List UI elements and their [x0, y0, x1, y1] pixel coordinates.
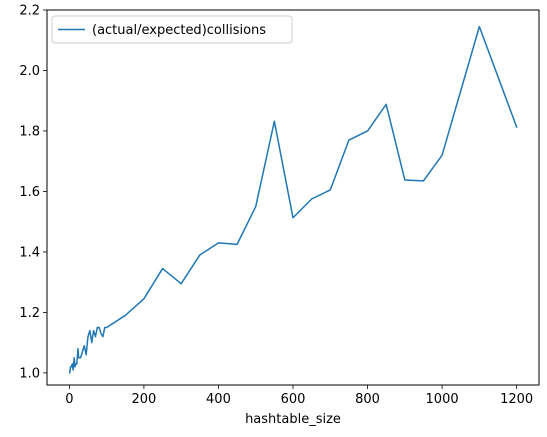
x-tick-label: 1000	[426, 392, 459, 407]
series-layer	[68, 25, 518, 374]
x-tick-label: 800	[355, 392, 380, 407]
x-tick-label: 0	[65, 392, 73, 407]
series-line-0	[68, 25, 518, 374]
y-tick-label: 1.4	[19, 245, 40, 260]
y-tick-label: 1.2	[19, 306, 40, 321]
legend-entry-series-0: (actual/expected)collisions	[92, 23, 266, 38]
y-tick-label: 1.8	[19, 124, 40, 139]
x-axis: 0 200 400 600 800 1000 1200	[65, 385, 533, 407]
x-tick-label: 400	[206, 392, 231, 407]
x-tick-label: 600	[281, 392, 306, 407]
y-tick-label: 1.6	[19, 185, 40, 200]
x-tick-label: 200	[131, 392, 156, 407]
y-tick-label: 2.0	[19, 64, 40, 79]
plot-area	[47, 10, 539, 385]
x-axis-label: hashtable_size	[245, 412, 341, 427]
y-tick-label: 1.0	[19, 366, 40, 381]
y-tick-label: 2.2	[19, 4, 40, 19]
x-tick-label: 1200	[500, 392, 533, 407]
legend: (actual/expected)collisions	[51, 15, 293, 44]
legend-box	[51, 15, 293, 44]
y-axis: 1.0 1.2 1.4 1.6 1.8 2.0 2.2	[19, 4, 47, 381]
